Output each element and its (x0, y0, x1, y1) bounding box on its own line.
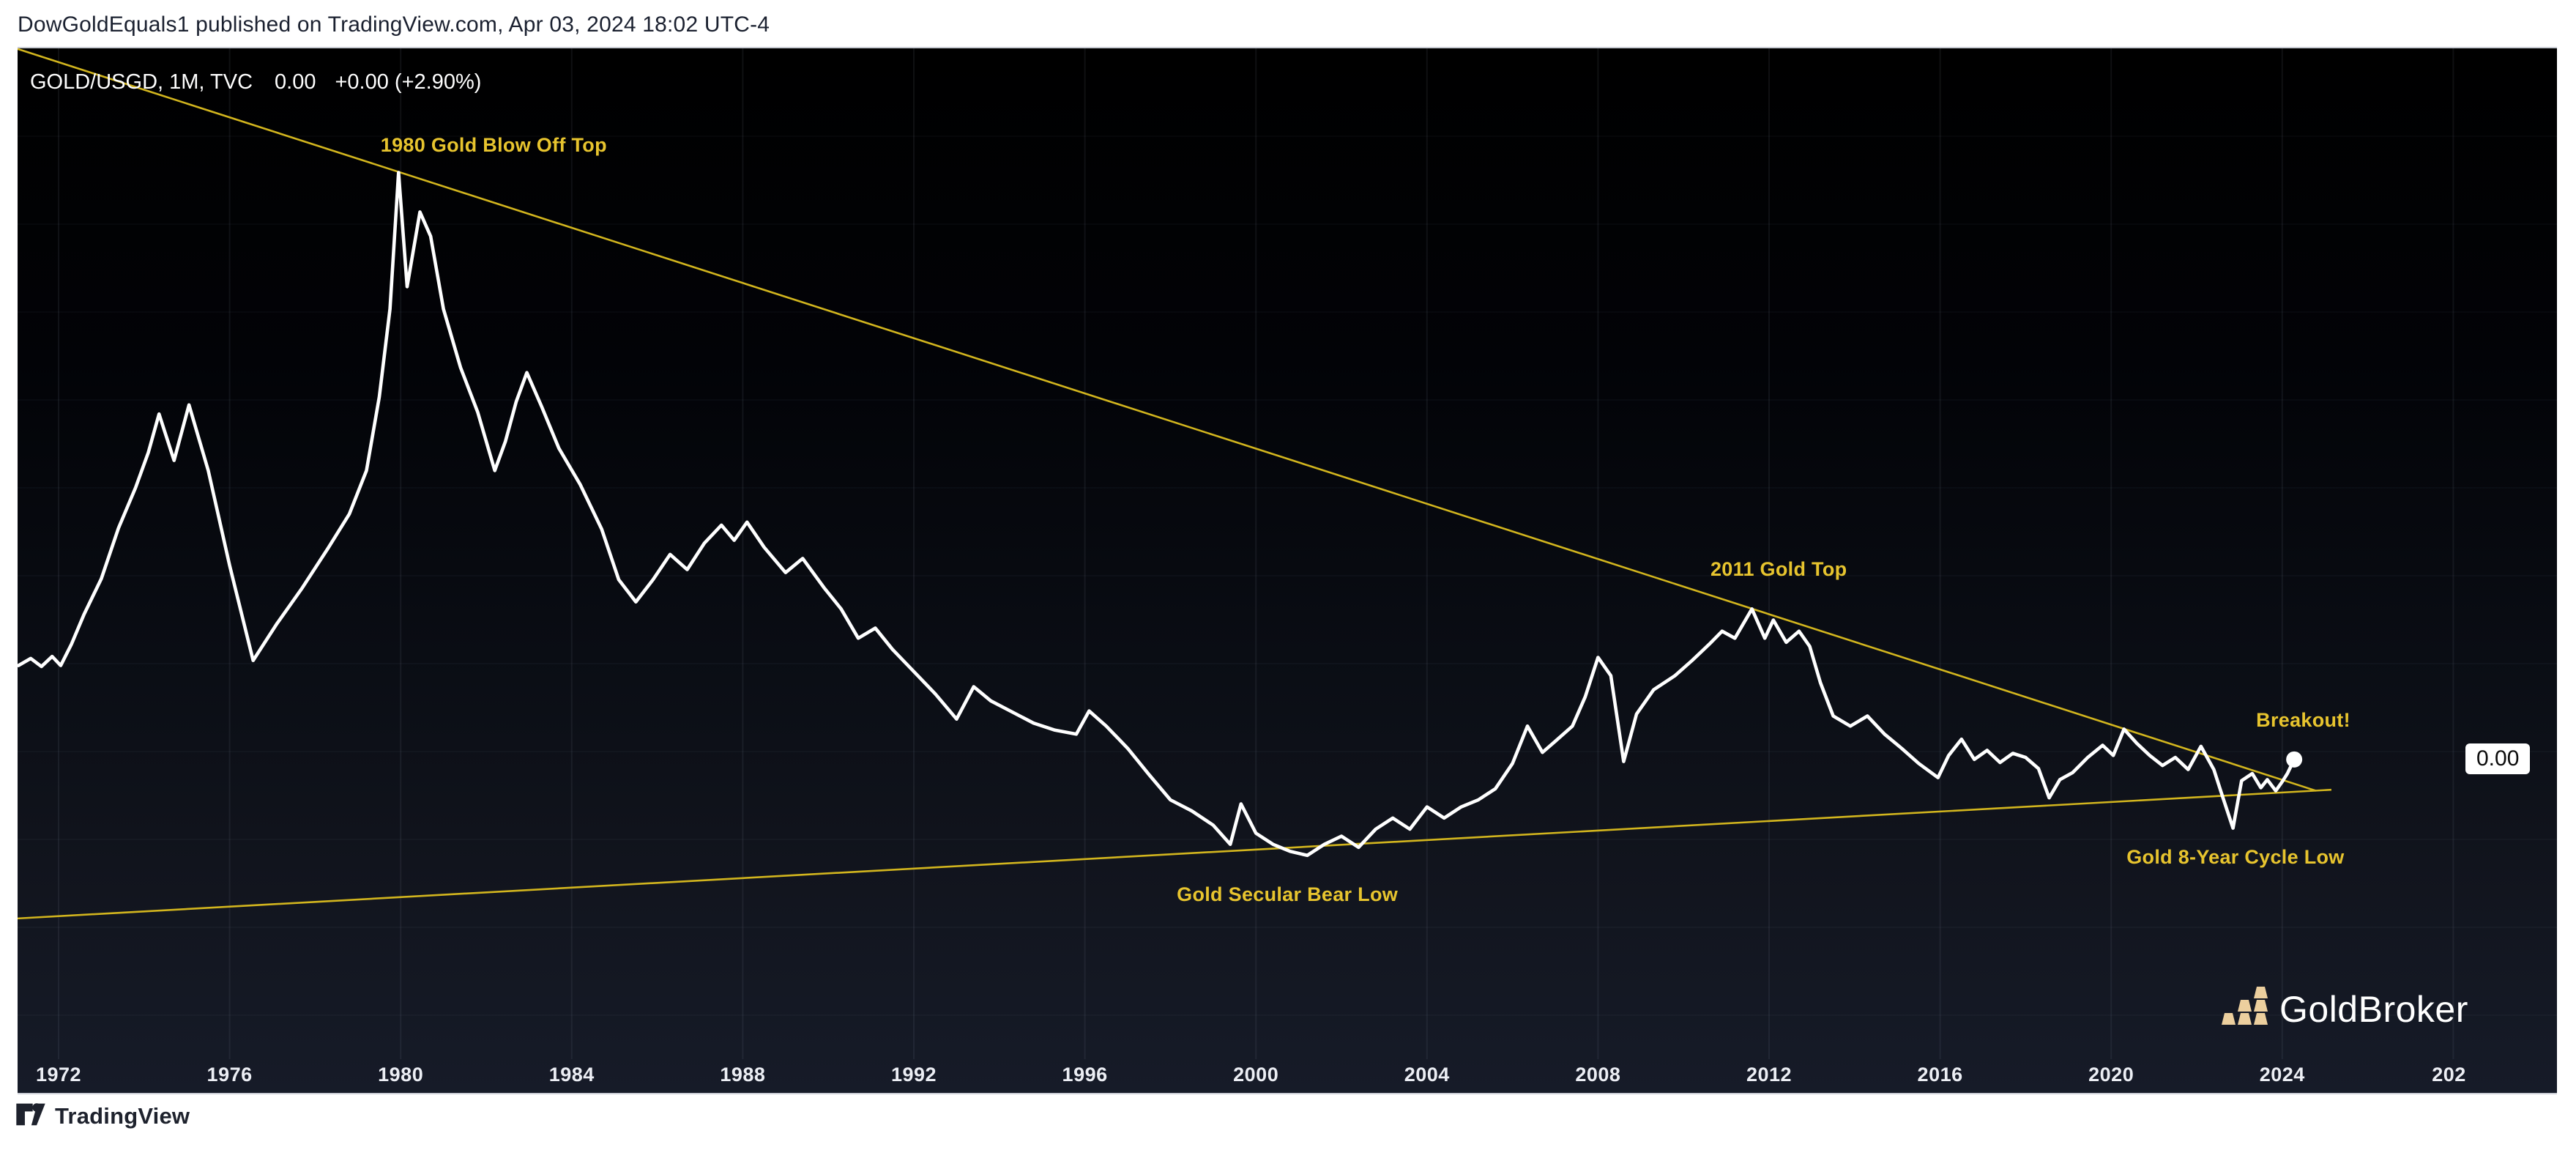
axis-tick-1988: 1988 (720, 1064, 766, 1086)
price-plot-svg (18, 48, 2557, 1059)
chart-canvas: GOLD/USGD, 1M, TVC 0.00 +0.00 (+2.90%) 1… (18, 47, 2557, 1094)
axis-tick-1996: 1996 (1062, 1064, 1108, 1086)
goldbroker-watermark: GoldBroker (2222, 984, 2468, 1029)
goldbroker-wordmark: GoldBroker (2279, 989, 2468, 1030)
axis-tick-2008: 2008 (1575, 1064, 1621, 1086)
axis-tick-2020: 2020 (2088, 1064, 2134, 1086)
gold-bars-icon (2222, 984, 2268, 1029)
last-price-dot (2286, 751, 2303, 768)
axis-tick-1992: 1992 (890, 1064, 937, 1086)
axis-tick-1972: 1972 (35, 1064, 82, 1086)
axis-tick-1984: 1984 (548, 1064, 595, 1086)
axis-tick-1980: 1980 (378, 1064, 424, 1086)
gridlines (18, 48, 2557, 1059)
tradingview-logo-link[interactable]: TradingView (15, 1102, 190, 1130)
axis-tick-2004: 2004 (1404, 1064, 1450, 1086)
price-change: +0.00 (+2.90%) (335, 70, 482, 94)
symbol-title: GOLD/USGD, 1M, TVC (30, 70, 253, 94)
axis-tick-2024: 2024 (2259, 1064, 2305, 1086)
header-attribution: DowGoldEquals1 published on TradingView.… (18, 12, 770, 37)
axis-tick-2016: 2016 (1917, 1064, 1963, 1086)
tradingview-icon (15, 1102, 46, 1130)
current-price-label: 0.00 (2465, 743, 2531, 774)
annotation-gold-top-2011: 2011 Gold Top (1710, 558, 1847, 581)
annotation-cycle-low-8yr: Gold 8-Year Cycle Low (2126, 846, 2345, 869)
axis-tick-1976: 1976 (206, 1064, 253, 1086)
rising-trendline (18, 788, 2332, 920)
axis-tick-2000: 2000 (1233, 1064, 1279, 1086)
symbol-row: GOLD/USGD, 1M, TVC 0.00 +0.00 (+2.90%) (30, 70, 481, 94)
axis-tick-2012: 2012 (1746, 1064, 1793, 1086)
axis-tick-202: 202 (2432, 1064, 2466, 1086)
tradingview-wordmark: TradingView (55, 1102, 190, 1129)
descending-trendline (18, 48, 2317, 792)
annotation-blow-off-top-1980: 1980 Gold Blow Off Top (380, 134, 607, 157)
annotation-secular-bear-low: Gold Secular Bear Low (1177, 883, 1399, 906)
annotation-breakout: Breakout! (2256, 708, 2350, 731)
last-price: 0.00 (275, 70, 316, 94)
price-line (18, 171, 2296, 858)
